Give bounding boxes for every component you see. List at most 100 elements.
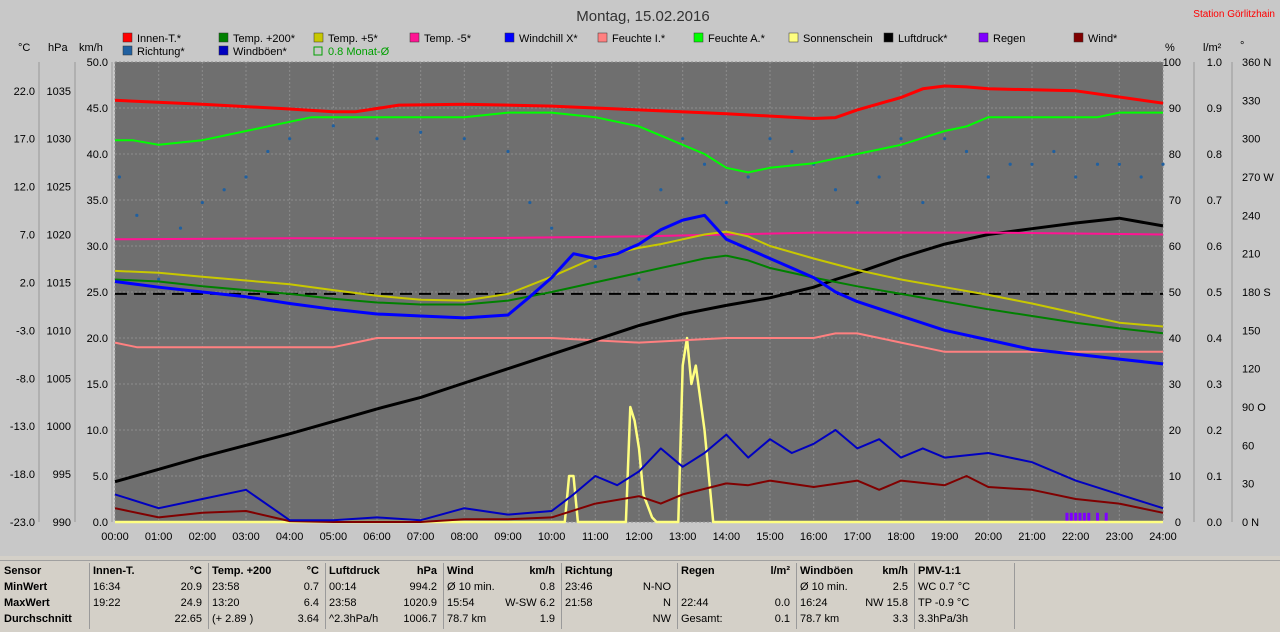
time-tick-label: 21:00	[1018, 531, 1046, 543]
wind-tick-label: 15.0	[87, 379, 108, 391]
direction-point	[833, 188, 838, 192]
rain-bar	[1069, 512, 1073, 522]
direction-point	[244, 175, 248, 179]
legend-swatch	[122, 45, 133, 56]
stats-cell: 3.3	[892, 613, 908, 625]
direction-point	[921, 200, 925, 205]
stats-cell: N	[663, 597, 671, 609]
stats-row: Luftdruck hPa	[329, 563, 437, 579]
rain-tick-label: 0.3	[1207, 379, 1222, 391]
legend-swatch	[504, 32, 515, 43]
stats-row: Richtung	[565, 563, 671, 579]
wind-tick-label: 5.0	[93, 471, 108, 483]
unit-rain: l/m²	[1203, 42, 1222, 54]
legend-swatch	[1073, 32, 1084, 43]
direction-tick-label: 180 S	[1242, 287, 1271, 299]
time-axis: 00:00 01:00 02:00 03:00 04:00 05:00 06:00 07:00…	[101, 531, 1177, 543]
legend-swatch	[122, 32, 133, 43]
direction-point	[964, 149, 969, 154]
direction-tick-label: 300	[1242, 134, 1260, 146]
direction-point	[1161, 162, 1165, 166]
direction-point	[1095, 162, 1100, 166]
humidity-tick-label: 60	[1169, 241, 1181, 253]
legend-label: Feuchte A.*	[708, 33, 766, 45]
stats-cell: hPa	[416, 565, 437, 577]
direction-point	[550, 226, 554, 230]
right-axes: 10090807060504030201001.00.90.80.70.60.5…	[1163, 57, 1275, 529]
stats-row: 23:58 0.7	[212, 579, 319, 595]
direction-point	[724, 200, 728, 205]
direction-point	[1030, 162, 1034, 166]
humidity-tick-label: 70	[1169, 195, 1181, 207]
stats-row: Regen l/m²	[681, 563, 790, 579]
stats-row: MaxWert	[4, 595, 83, 611]
stats-cell: 0.7	[303, 581, 319, 593]
stats-cell: km/h	[882, 565, 908, 577]
rain-bar	[1082, 512, 1086, 522]
data-series	[114, 84, 1165, 524]
direction-point	[681, 137, 685, 141]
temp-tick-label: 22.0	[14, 86, 35, 98]
stats-section: Regen l/m² 22:44 0.0 Gesamt: 0.1	[677, 563, 797, 629]
stats-row	[681, 579, 790, 595]
time-tick-label: 20:00	[975, 531, 1003, 543]
stats-row: 22.65	[93, 611, 202, 627]
rain-bar	[1078, 512, 1082, 522]
stats-cell: 13:20	[212, 597, 240, 609]
legend-swatch	[218, 32, 229, 43]
stats-cell: 21:58	[565, 597, 593, 609]
direction-point	[288, 137, 292, 141]
unit-hpa: hPa	[48, 42, 68, 54]
stats-row: 13:20 6.4	[212, 595, 319, 611]
stats-cell: MaxWert	[4, 597, 50, 609]
rain-tick-label: 0.7	[1207, 195, 1222, 207]
rain-tick-label: 0.4	[1207, 333, 1222, 345]
legend-swatch	[409, 32, 420, 43]
rain-tick-label: 0.1	[1207, 471, 1222, 483]
wind-tick-label: 40.0	[87, 149, 108, 161]
pressure-tick-label: 995	[53, 469, 71, 481]
stats-row: 15:54 W-SW 6.2	[447, 595, 555, 611]
time-tick-label: 01:00	[145, 531, 173, 543]
time-tick-label: 09:00	[494, 531, 522, 543]
stats-section: Luftdruck hPa 00:14 994.2 23:58 1020.9 ^2.3hPa…	[325, 563, 444, 629]
wind-tick-label: 50.0	[87, 57, 108, 69]
direction-point	[1052, 149, 1056, 154]
direction-point	[506, 149, 510, 154]
weather-chart: Montag, 15.02.2016 Station Görlitzhain °…	[0, 0, 1280, 556]
legend-label: Innen-T.*	[137, 33, 182, 45]
stats-row: 78.7 km 3.3	[800, 611, 908, 627]
legend-label: Sonnenschein	[803, 33, 873, 45]
stats-row: (+ 2.89 ) 3.64	[212, 611, 319, 627]
direction-point	[1074, 175, 1078, 179]
stats-cell: Innen-T.	[93, 565, 135, 577]
direction-tick-label: 330	[1242, 95, 1260, 107]
direction-tick-label: 30	[1242, 479, 1254, 491]
stats-cell: WC 0.7 °C	[918, 581, 971, 593]
wind-tick-label: 0.0	[93, 517, 108, 529]
stats-cell: Temp. +200	[212, 565, 272, 577]
stats-row: Innen-T. °C	[93, 563, 202, 579]
statistics-panel: Sensor MinWert MaxWert Durchschnitt Innen-T.…	[0, 560, 1280, 632]
legend-swatch	[313, 32, 324, 43]
time-tick-label: 08:00	[451, 531, 479, 543]
station-name: Station Görlitzhain	[1193, 9, 1275, 20]
stats-cell: Sensor	[4, 565, 42, 577]
humidity-tick-label: 50	[1169, 287, 1181, 299]
wind-tick-label: 10.0	[87, 425, 108, 437]
stats-cell: NW 15.8	[865, 597, 908, 609]
direction-point	[659, 188, 663, 192]
temp-tick-label: 2.0	[20, 277, 35, 289]
legend-label: Temp. +5*	[328, 33, 379, 45]
temp-tick-label: -23.0	[10, 517, 35, 529]
stats-row: Durchschnitt	[4, 611, 83, 627]
direction-point	[222, 188, 226, 192]
time-tick-label: 10:00	[538, 531, 566, 543]
legend-swatch	[978, 32, 989, 43]
series-line-innen-t-	[114, 84, 1164, 120]
rain-bar	[1104, 512, 1108, 522]
unit-celsius: °C	[18, 42, 30, 54]
wind-tick-label: 20.0	[87, 333, 108, 345]
stats-row: NW	[565, 611, 671, 627]
legend-label: Windchill X*	[519, 33, 578, 45]
